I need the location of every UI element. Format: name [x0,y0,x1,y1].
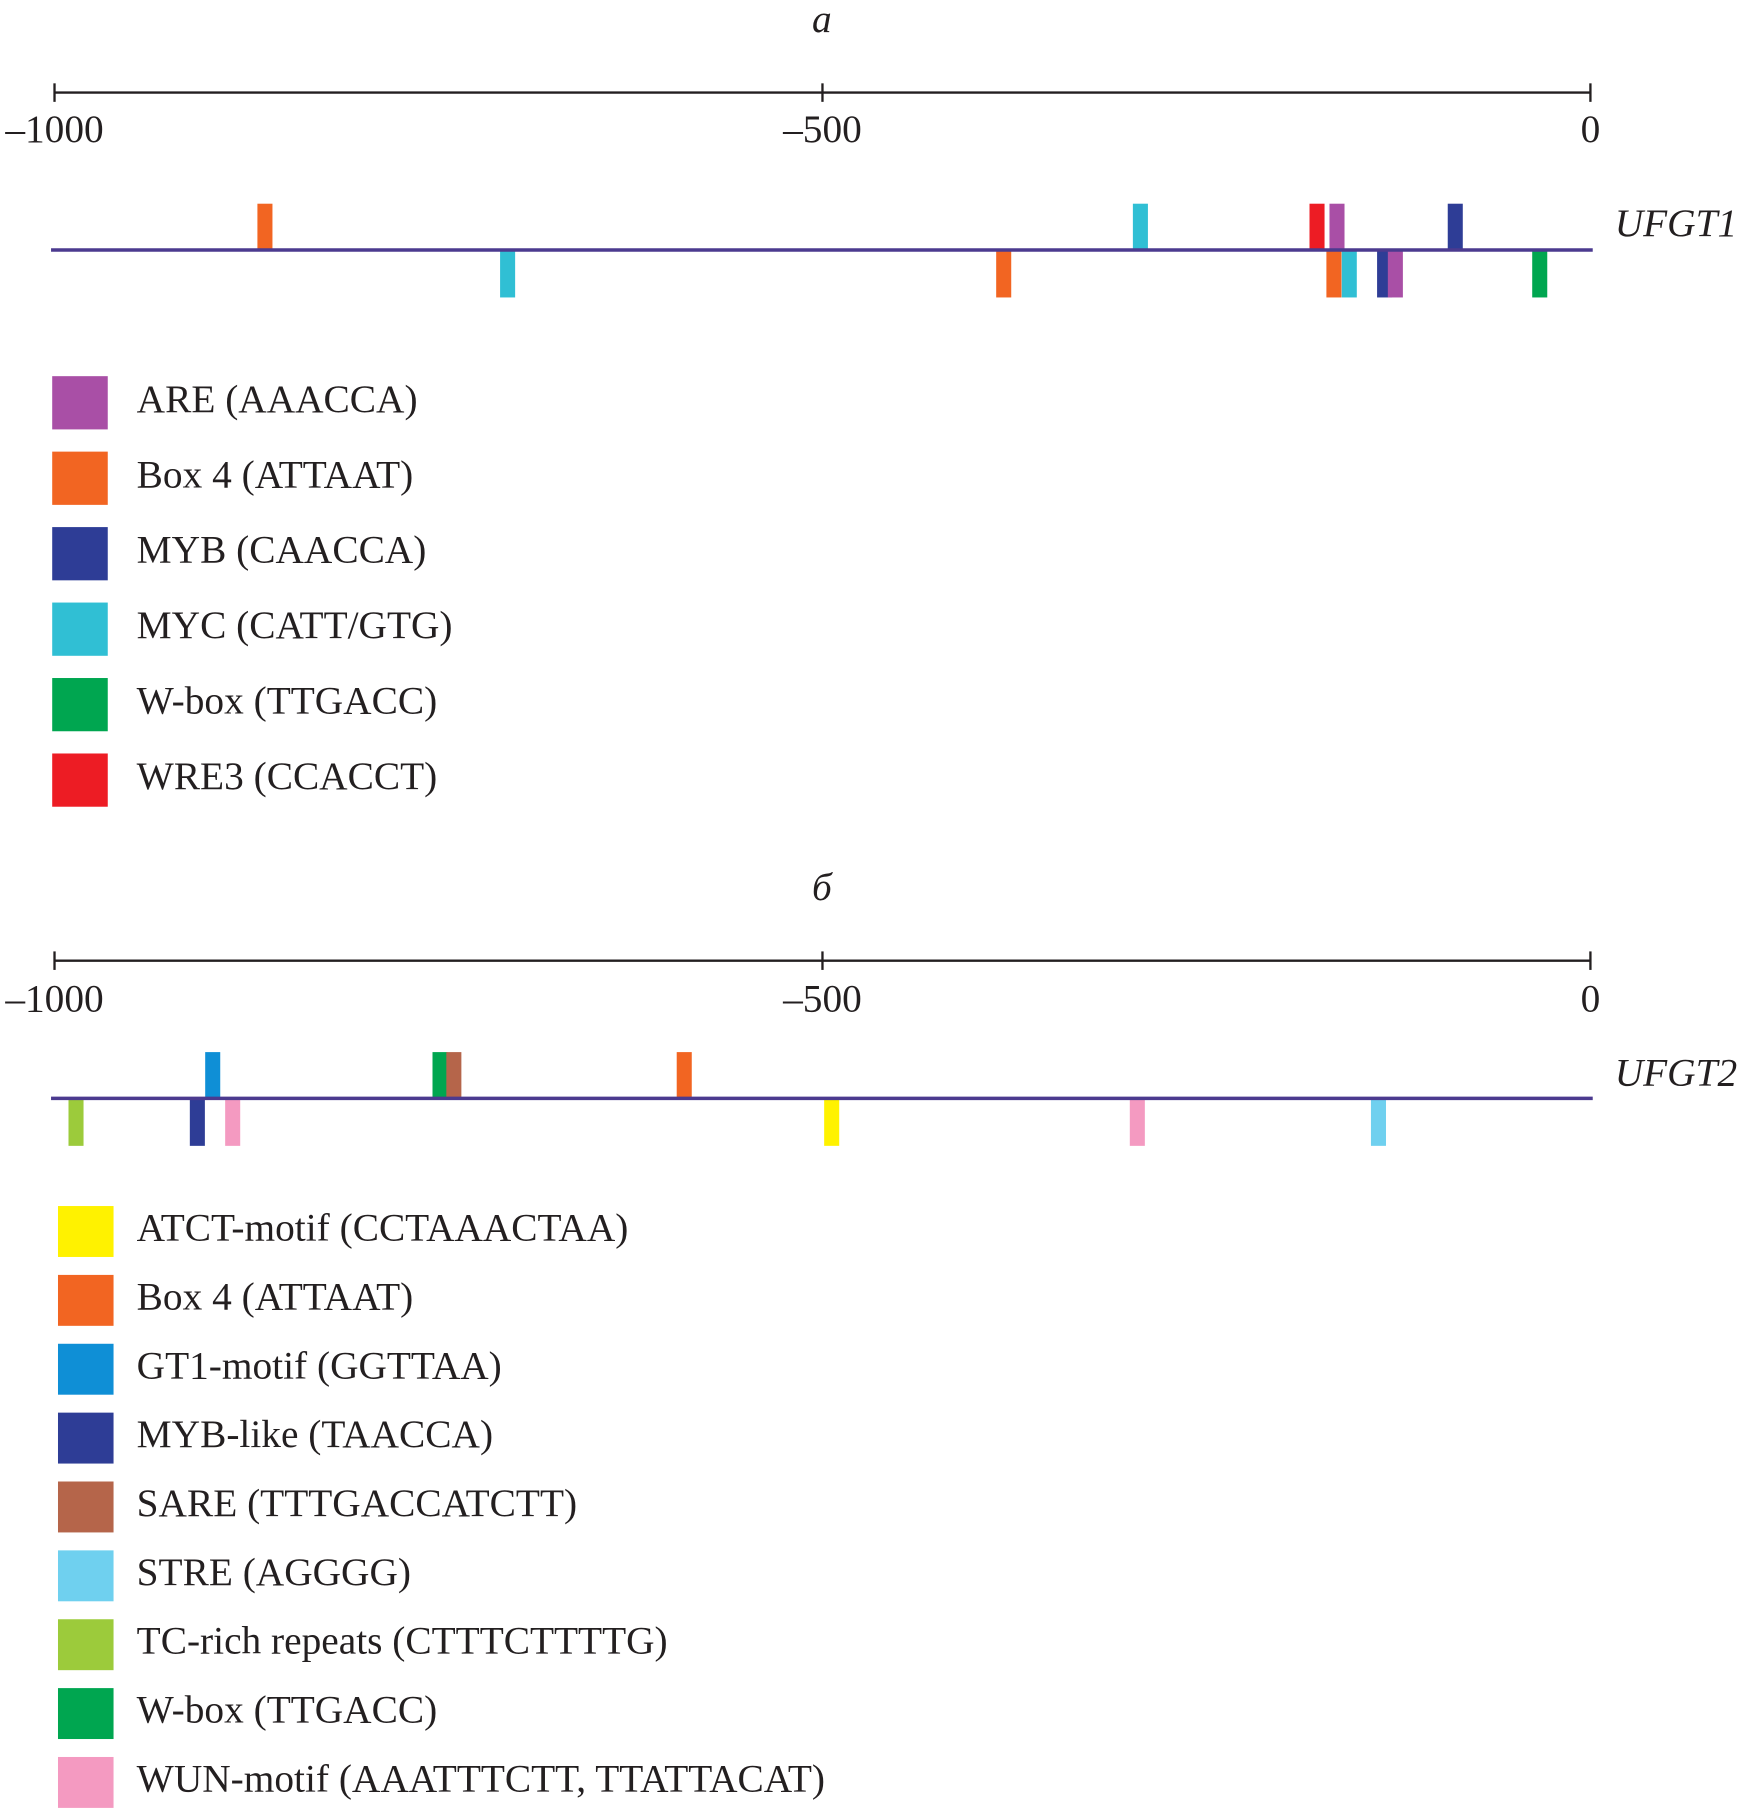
panel-label: а [812,0,832,41]
site-mark [500,250,516,298]
legend-label: MYB (CAACCA) [137,528,427,572]
legend-label: Box 4 (ATTAAT) [137,452,414,496]
site-mark [676,1052,692,1100]
site-mark [1447,203,1463,252]
x-tick-label: –500 [782,976,862,1020]
site-mark [824,1098,840,1146]
x-tick-label: –1000 [4,107,103,151]
gene-label: UFGT1 [1615,201,1737,245]
site-mark [1329,203,1345,252]
legend-swatch [57,1619,114,1671]
legend-label: ATCT-motif (CCTAAACTAA) [137,1206,629,1250]
site-mark [996,250,1012,298]
legend-swatch [57,1550,114,1602]
x-tick-label: –500 [782,107,862,151]
site-mark [1309,203,1325,252]
site-mark [189,1098,205,1146]
panel-label: б [812,865,833,909]
legend-swatch [52,753,108,807]
legend-label: STRE (AGGGG) [137,1550,411,1594]
legend-swatch [52,451,108,505]
legend-label: SARE (TTTGACCATCTT) [137,1481,577,1525]
legend-swatch [57,1756,114,1808]
legend-label: ARE (AAACCA) [137,377,418,421]
site-mark [1370,1098,1386,1146]
legend-swatch [52,376,108,430]
legend-swatch [52,678,108,732]
legend-label: MYB-like (TAACCA) [137,1412,493,1456]
legend-swatch [57,1343,114,1395]
site-mark [1341,250,1357,298]
site-mark [225,1098,241,1146]
legend-swatch [57,1206,114,1257]
legend-label: TC-rich repeats (CTTTCTTTTG) [137,1619,668,1663]
legend-swatch [52,602,108,656]
site-mark [1132,203,1148,252]
site-mark [432,1052,448,1100]
site-mark [1387,250,1403,298]
legend-swatch [57,1481,114,1533]
x-tick-label: –1000 [4,976,103,1020]
site-mark [1129,1098,1145,1146]
legend-swatch [52,527,108,581]
x-tick-label: 0 [1581,976,1601,1020]
site-mark [205,1052,221,1100]
site-mark [68,1098,84,1146]
x-tick-label: 0 [1581,107,1601,151]
site-mark [257,203,273,252]
legend-label: W-box (TTGACC) [137,679,438,723]
legend-swatch [57,1412,114,1464]
legend-label: WUN-motif (AAATTTCTT, TTATTACAT) [137,1756,825,1800]
gene-label: UFGT2 [1615,1050,1737,1094]
legend-label: GT1-motif (GGTTAA) [137,1343,502,1387]
legend-label: W-box (TTGACC) [137,1688,438,1732]
site-mark [1326,250,1342,298]
site-mark [446,1052,462,1100]
legend-swatch [57,1274,114,1326]
site-mark [1532,250,1548,298]
legend-label: Box 4 (ATTAAT) [137,1274,414,1318]
legend-label: MYC (CATT/GTG) [137,603,453,647]
legend-label: WRE3 (CCACCT) [137,754,438,798]
legend-swatch [57,1688,114,1740]
